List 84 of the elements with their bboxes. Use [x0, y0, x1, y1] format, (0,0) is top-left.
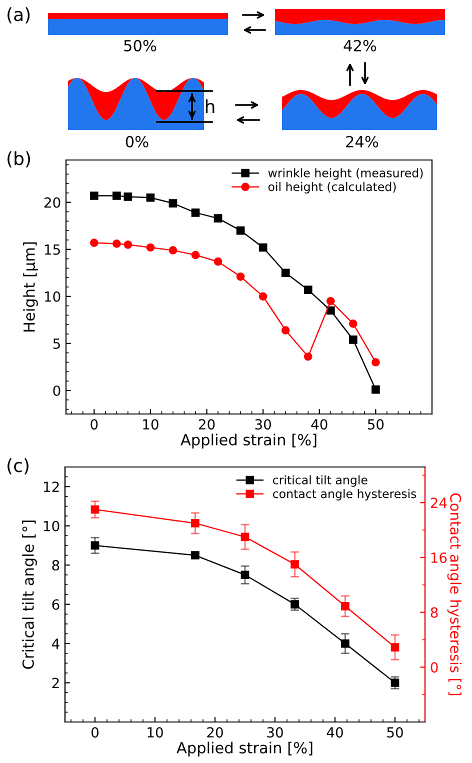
x-tick-label: 20: [198, 419, 215, 430]
x-tick-label: 50: [387, 727, 403, 738]
y-tick-label: 10: [44, 520, 60, 532]
text: (a): [8, 7, 30, 24]
point: [326, 306, 335, 315]
y-tick-label: 2: [52, 678, 59, 688]
x-tick-label: 20: [207, 727, 223, 738]
point: [372, 358, 380, 366]
point: [214, 214, 222, 222]
point: [191, 250, 200, 260]
x-tick-label: 30: [267, 727, 283, 738]
x-tick-label: 0: [90, 419, 98, 430]
chart-title: (c): [8, 458, 28, 474]
point: [349, 336, 358, 344]
point: [146, 243, 155, 252]
point: [236, 226, 245, 235]
x-tick-label: 30: [255, 419, 271, 430]
y-tick-label: 15: [44, 244, 60, 255]
x-tick-label: 0: [91, 727, 98, 738]
point: [372, 385, 380, 394]
point: [214, 257, 222, 266]
y2-tick-label: 16: [431, 552, 447, 563]
y-tick-label: 5: [53, 338, 60, 349]
point: [112, 192, 121, 200]
point: [258, 292, 268, 301]
point: [90, 505, 100, 514]
y-tick-label: 20: [44, 197, 60, 208]
y-tick-label: 12: [44, 482, 59, 492]
point: [281, 268, 290, 278]
legend-label: contact angle hysteresis: [273, 489, 416, 500]
x-axis-title: Applied strain [%]: [176, 742, 312, 756]
x-tick-label: 50: [368, 419, 384, 430]
point: [112, 240, 121, 248]
point: [124, 240, 132, 249]
point: [290, 560, 299, 569]
y-tick-label: 4: [52, 638, 60, 649]
point: [90, 541, 100, 550]
y-tick-label: 6: [52, 599, 60, 610]
point: [390, 678, 400, 687]
text: 50%: [124, 40, 156, 52]
legend-label: oil height (calculated): [268, 182, 396, 194]
legend-label: wrinkle height (measured): [268, 168, 423, 180]
point: [90, 192, 98, 200]
point: [191, 551, 200, 560]
y-axis-title: Critical tilt angle [°]: [22, 520, 37, 669]
point: [349, 320, 358, 328]
chart-title: (b): [8, 151, 30, 168]
x-tick-label: 10: [148, 727, 163, 738]
x-tick-label: 10: [143, 419, 158, 430]
y2-axis-title: Contact angle hysteresis [°]: [447, 493, 462, 696]
point: [240, 570, 250, 580]
point: [304, 286, 312, 294]
legend-label: critical tilt angle: [273, 475, 368, 487]
point: [258, 243, 268, 252]
y2-tick-label: 0: [430, 662, 438, 673]
y-tick-label: 8: [52, 560, 60, 571]
y-tick-label: 10: [44, 291, 60, 302]
point: [304, 352, 312, 361]
point: [146, 193, 155, 202]
point: [191, 519, 200, 528]
point: [236, 272, 245, 281]
point: [124, 192, 132, 201]
point: [168, 246, 178, 254]
point: [191, 208, 200, 217]
x-tick-label: 40: [326, 727, 343, 738]
point: [341, 639, 350, 648]
y-tick-label: 0: [53, 385, 60, 396]
point: [326, 296, 335, 306]
point: [90, 238, 98, 247]
text: 0%: [126, 136, 148, 148]
text: 24%: [346, 136, 378, 148]
x-tick-label: 40: [311, 419, 328, 430]
point: [390, 643, 400, 652]
text: h: [206, 99, 214, 113]
point: [240, 532, 250, 542]
y2-tick-label: 24: [430, 498, 447, 508]
point: [168, 199, 178, 208]
x-axis-title: Applied strain [%]: [180, 434, 316, 448]
y-axis-title: Height [µm]: [23, 242, 38, 332]
point: [341, 602, 350, 610]
y2-tick-label: 8: [430, 607, 438, 618]
text: 42%: [344, 40, 376, 52]
point: [290, 600, 299, 608]
point: [281, 326, 290, 334]
